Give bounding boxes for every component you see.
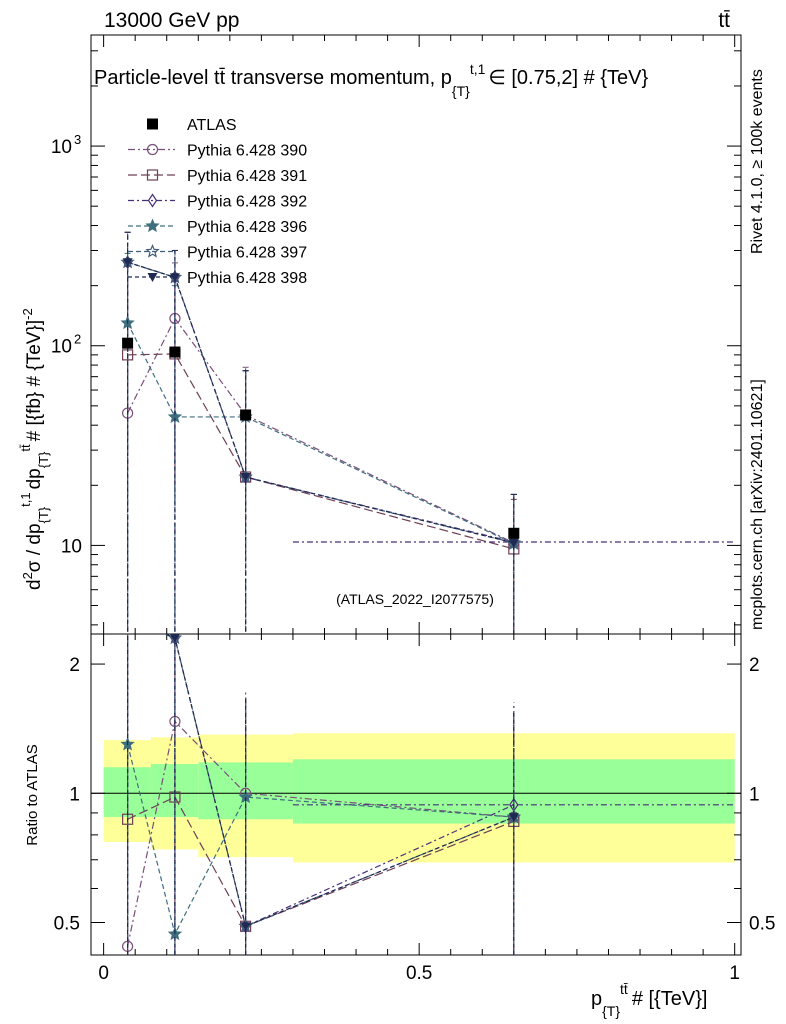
legend-atlas-label: ATLAS: [187, 117, 237, 134]
energy-label: 13000 GeV pp: [104, 9, 239, 32]
y-tick-label-exp: 3: [74, 132, 81, 147]
series-2-ratio-line: [127, 796, 515, 928]
y-tick-label: 10: [61, 536, 82, 557]
ratio-y-tick-label: 2: [69, 655, 80, 676]
series-6-ratio-point: [508, 813, 519, 823]
ylabel-dp2: dp: [24, 468, 45, 489]
x-tick-label: 1: [729, 963, 740, 984]
x-tick-label: 0: [98, 963, 109, 984]
x-tick-label: 0.5: [406, 963, 432, 984]
analysis-watermark: (ATLAS_2022_I2077575): [336, 591, 494, 607]
ylabel-T2: {T}: [36, 451, 51, 468]
series-6-ratio-point: [240, 922, 251, 932]
title-main: Particle-level tt̄ transverse momentum, …: [94, 67, 452, 89]
series-3-line: [127, 261, 514, 543]
ratio-series: [120, 634, 735, 955]
legend-series-3-marker: [147, 193, 158, 208]
ratio-y-tick-label-right: 1: [749, 784, 760, 805]
legend-series-4-label: Pythia 6.428 396: [187, 219, 307, 236]
ylabel-exp: -2: [20, 308, 35, 320]
series-6-point: [169, 273, 180, 283]
series-4-ratio-line: [127, 744, 514, 936]
ylabel-T: {T}: [36, 506, 51, 523]
legend-series-2-label: Pythia 6.428 391: [187, 168, 307, 185]
series-6-ratio-line: [163, 634, 515, 928]
y-axis-label: d2σ / dp{T}t,1dp{T}tt̄# [{fb} # {TeV}]-2: [18, 308, 51, 590]
xlabel-tail: # [{TeV}]: [632, 988, 708, 1010]
ylabel-t1: t,1: [18, 492, 33, 506]
process-label: tt̄: [718, 9, 730, 32]
atlas-point: [240, 409, 252, 421]
xlabel-sub: {T}: [602, 1003, 620, 1019]
site-side-label: mcplots.cern.ch [arXiv:2401.10621]: [749, 379, 766, 630]
ratio-y-tick-label-right: 0.5: [749, 913, 775, 934]
y-tick-label: 10: [51, 337, 72, 358]
ratio-panel: 0 0.5 1 0.5 0.5 1 1 2 2: [54, 633, 775, 984]
atlas-point: [122, 337, 134, 349]
xlabel-sup: tt̄: [620, 981, 628, 997]
legend-series-5-label: Pythia 6.428 397: [187, 245, 307, 262]
main-series: [120, 231, 735, 634]
ylabel-d: d: [24, 579, 45, 590]
series-2-line: [127, 353, 514, 550]
title-sub: {T}: [452, 83, 470, 99]
legend-series-4-marker: [145, 218, 160, 233]
legend-series-6-label: Pythia 6.428 398: [187, 270, 307, 287]
ylabel-tt: tt̄: [18, 444, 33, 452]
title-tail: ∈ [0.75,2] # {TeV}: [488, 67, 648, 89]
legend-atlas-marker: [147, 118, 158, 130]
ylabel-rest: σ / dp: [24, 523, 45, 572]
series-4-line: [127, 322, 515, 545]
legend: ATLAS Pythia 6.428 390 Pythia 6.428 391 Pyt…: [128, 117, 307, 287]
legend-series-5-marker: [145, 243, 160, 258]
ratio-y-axis-label: Ratio to ATLAS: [24, 744, 41, 845]
series-6-point: [122, 258, 133, 268]
atlas-point: [508, 527, 520, 539]
chart-title: Particle-level tt̄ transverse momentum, …: [94, 61, 648, 99]
atlas-point: [169, 346, 181, 358]
ratio-y-tick-label: 0.5: [54, 913, 80, 934]
ratio-frame: [90, 633, 742, 956]
ylabel-sup2: 2: [20, 572, 35, 579]
xlabel-p: p: [591, 988, 602, 1010]
y-tick-label: 10: [51, 137, 72, 158]
ratio-y-tick-label-right: 2: [749, 655, 760, 676]
legend-series-1-marker: [146, 143, 159, 156]
series-6-line: [127, 261, 514, 544]
x-axis-label: p{T}tt̄ # [{TeV}]: [591, 981, 707, 1019]
series-1-line: [127, 317, 515, 544]
series-6-point: [240, 473, 251, 483]
legend-series-6-marker: [147, 273, 158, 282]
ratio-y-tick-label: 1: [69, 784, 80, 805]
series-5-line: [127, 261, 514, 544]
y-tick-label-exp: 2: [74, 332, 81, 347]
legend-series-2-marker: [146, 169, 159, 181]
legend-series-3-label: Pythia 6.428 392: [187, 194, 307, 211]
legend-series-1-label: Pythia 6.428 390: [187, 143, 307, 160]
series-6-ratio-point: [169, 634, 180, 644]
series-6-point: [508, 538, 519, 548]
title-sup: t,1: [470, 61, 486, 77]
rivet-side-label: Rivet 4.1.0, ≥ 100k events: [749, 69, 766, 254]
ylabel-units: # [{fb} # {TeV}]: [24, 320, 45, 442]
